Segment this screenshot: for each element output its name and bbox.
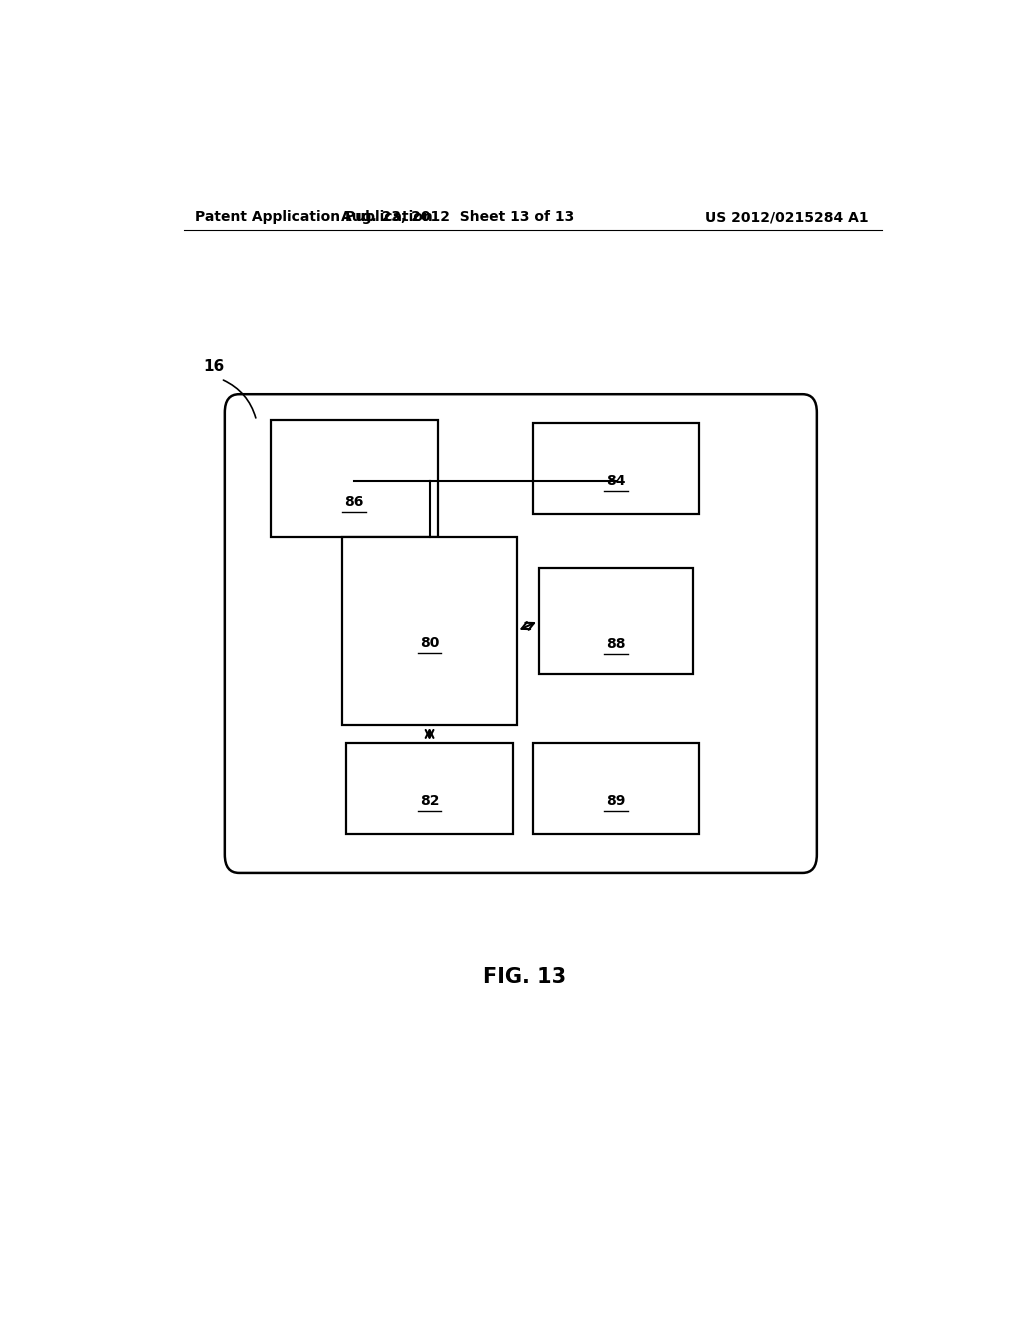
Bar: [532, 422, 699, 515]
Text: SIGNAL GENERATOR: SIGNAL GENERATOR: [538, 453, 694, 467]
Text: 80: 80: [420, 636, 439, 651]
Text: POWER SOURCE: POWER SOURCE: [553, 774, 679, 788]
Bar: [346, 743, 513, 834]
FancyBboxPatch shape: [225, 395, 817, 873]
Text: 16: 16: [204, 359, 224, 374]
Text: TELEMETRY: TELEMETRY: [570, 594, 662, 609]
Text: Patent Application Publication: Patent Application Publication: [196, 210, 433, 224]
Bar: [270, 420, 437, 537]
Text: 89: 89: [606, 793, 626, 808]
Text: 82: 82: [420, 793, 439, 808]
Bar: [539, 568, 693, 675]
Bar: [532, 743, 699, 834]
Text: 84: 84: [606, 474, 626, 487]
Text: US 2012/0215284 A1: US 2012/0215284 A1: [705, 210, 868, 224]
Text: Aug. 23, 2012  Sheet 13 of 13: Aug. 23, 2012 Sheet 13 of 13: [341, 210, 574, 224]
Text: FIG. 13: FIG. 13: [483, 966, 566, 986]
Text: PROCESSOR: PROCESSOR: [382, 616, 477, 630]
Bar: [342, 537, 517, 725]
Text: 86: 86: [344, 495, 364, 510]
Text: ELECTRICAL: ELECTRICAL: [307, 453, 401, 466]
Text: MEMORY: MEMORY: [395, 774, 464, 788]
Text: 88: 88: [606, 638, 626, 651]
Text: SENSING MODULE: SENSING MODULE: [284, 475, 425, 488]
Text: MODULE: MODULE: [583, 616, 649, 631]
